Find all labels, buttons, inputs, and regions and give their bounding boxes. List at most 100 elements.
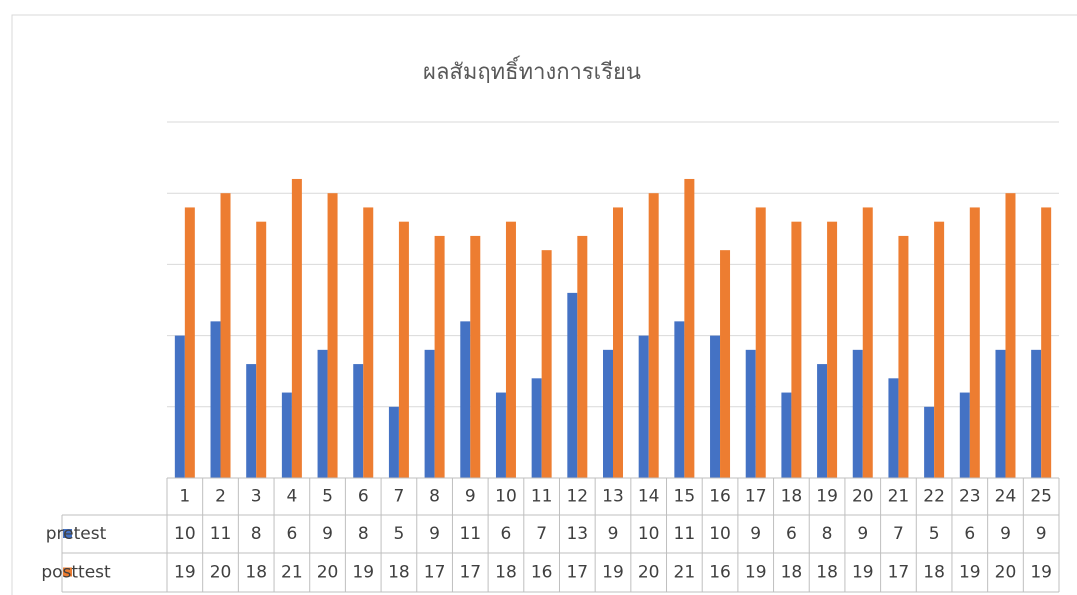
bar [791,221,802,478]
x-tick-label: 6 [358,487,369,507]
bar [174,335,185,478]
table-value: 17 [888,563,910,583]
table-value: 19 [602,563,624,583]
x-tick-label: 22 [923,487,945,507]
table-value: 11 [210,524,232,544]
bar [924,406,935,478]
x-tick-label: 25 [1030,487,1052,507]
x-tick-label: 3 [251,487,262,507]
bar [291,178,302,478]
legend-label: posttest [41,563,111,583]
x-tick-label: 12 [566,487,588,507]
bar [317,349,328,478]
legend-swatch [63,529,72,538]
bar [720,250,731,478]
bar [898,235,909,478]
x-tick-label: 19 [816,487,838,507]
table-value: 6 [786,524,797,544]
table-value: 9 [1000,524,1011,544]
x-tick-label: 9 [465,487,476,507]
table-value: 19 [745,563,767,583]
x-tick-label: 21 [888,487,910,507]
chart-title: ผลสัมฤทธิ์ทางการเรียน [423,56,641,85]
bar [246,364,257,478]
table-value: 18 [923,563,945,583]
x-tick-label: 17 [745,487,767,507]
table-value: 19 [352,563,374,583]
bar [1031,349,1042,478]
table-value: 18 [245,563,267,583]
x-tick-label: 15 [674,487,696,507]
bar [398,221,409,478]
bar [613,207,623,478]
legend-label: pretest [46,524,107,544]
table-value: 19 [959,563,981,583]
bar [470,235,481,478]
table-value: 11 [459,524,481,544]
table-value: 16 [531,563,553,583]
x-tick-label: 18 [781,487,803,507]
table-value: 9 [322,524,333,544]
bar [531,378,542,478]
table-value: 21 [281,563,303,583]
bar [710,335,721,478]
x-tick-label: 1 [179,487,190,507]
bar [852,349,863,478]
x-tick-label: 8 [429,487,440,507]
table-value: 6 [964,524,975,544]
x-tick-label: 20 [852,487,874,507]
bar [505,221,516,478]
table-value: 18 [388,563,410,583]
bar [184,207,195,478]
x-tick-label: 2 [215,487,226,507]
table-value: 8 [251,524,262,544]
table-value: 7 [536,524,547,544]
bar [817,364,828,478]
bar [781,392,792,478]
bar [674,321,685,478]
table-value: 18 [781,563,803,583]
x-tick-label: 16 [709,487,731,507]
bar [969,207,980,478]
x-tick-label: 4 [286,487,297,507]
table-value: 13 [566,524,588,544]
table-value: 6 [286,524,297,544]
x-tick-label: 7 [394,487,405,507]
bar [281,392,292,478]
table-value: 19 [174,563,196,583]
x-tick-label: 23 [959,487,981,507]
table-value: 10 [709,524,731,544]
table-value: 19 [1030,563,1052,583]
bar [827,221,838,478]
bar [388,406,399,478]
bar [541,250,552,478]
x-tick-label: 10 [495,487,517,507]
table-value: 10 [638,524,660,544]
x-tick-label: 11 [531,487,553,507]
table-value: 16 [709,563,731,583]
table-value: 20 [638,563,660,583]
bar [256,221,267,478]
bar [648,193,659,478]
bar [567,292,578,478]
table-value: 7 [893,524,904,544]
bar [934,221,945,478]
bar [684,178,695,478]
table-value: 20 [210,563,232,583]
bar [577,235,588,478]
bar [424,349,435,478]
table-value: 17 [424,563,446,583]
table-value: 9 [608,524,619,544]
bar [745,349,756,478]
bar [638,335,649,478]
bar [1005,193,1016,478]
legend-swatch [63,567,72,577]
bar [888,378,899,478]
table-value: 20 [317,563,339,583]
bar [363,207,374,478]
bar [862,207,873,478]
bar [220,193,231,478]
table-value: 11 [674,524,696,544]
bar [495,392,506,478]
